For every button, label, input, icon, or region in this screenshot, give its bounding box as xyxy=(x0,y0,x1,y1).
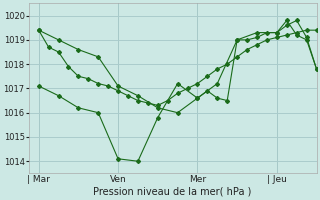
X-axis label: Pression niveau de la mer( hPa ): Pression niveau de la mer( hPa ) xyxy=(93,187,252,197)
